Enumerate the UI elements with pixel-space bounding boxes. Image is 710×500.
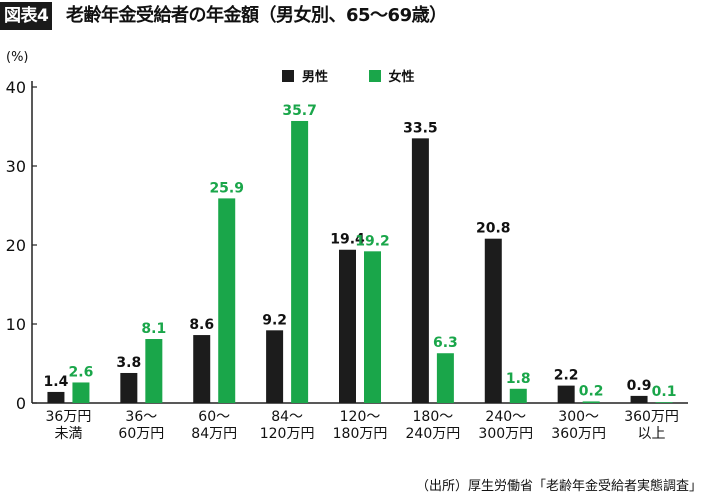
value-label-male: 33.5 <box>403 120 438 136</box>
bar-male <box>557 385 575 403</box>
y-axis-unit: (%) <box>6 50 29 65</box>
legend-item-male: 男性 <box>282 66 328 85</box>
value-label-female: 2.6 <box>69 364 94 380</box>
x-tick-label: 360万円 <box>624 409 679 425</box>
bar-male <box>630 395 648 403</box>
x-tick-label: 36〜 <box>125 409 157 425</box>
y-tick-label: 40 <box>6 78 26 97</box>
value-label-female: 0.2 <box>579 383 604 399</box>
value-label-male: 1.4 <box>44 374 69 390</box>
chart-title: 老齢年金受給者の年金額（男女別、65〜69歳） <box>66 5 447 26</box>
x-tick-label: 240万円 <box>406 426 461 442</box>
legend-label-female: 女性 <box>388 70 415 85</box>
bar-male <box>339 249 356 403</box>
value-label-female: 35.7 <box>282 103 317 119</box>
value-label-male: 20.8 <box>476 221 511 237</box>
x-tick-label: 未満 <box>54 426 82 442</box>
legend-swatch-female <box>368 69 381 82</box>
legend-item-female: 女性 <box>368 66 415 85</box>
bar-female <box>291 120 309 403</box>
y-tick-label: 10 <box>6 315 26 334</box>
value-label-male: 19.4 <box>330 232 365 248</box>
bar-male <box>47 391 65 403</box>
bar-female <box>72 382 90 403</box>
header: 図表4 老齢年金受給者の年金額（男女別、65〜69歳） <box>0 0 710 32</box>
bar-male <box>411 138 429 403</box>
figure-badge: 図表4 <box>0 2 53 30</box>
bar-female <box>145 339 163 403</box>
legend: 男性 女性 <box>282 66 451 86</box>
x-tick-label: 84万円 <box>191 426 237 442</box>
x-tick-label: 120〜 <box>340 409 381 425</box>
value-label-female: 25.9 <box>209 180 244 196</box>
bar-male <box>484 238 502 403</box>
y-tick-label: 0 <box>16 394 26 413</box>
legend-label-male: 男性 <box>302 70 329 85</box>
x-tick-label: 180〜 <box>413 409 454 425</box>
bar-female <box>582 401 600 403</box>
value-label-male: 8.6 <box>189 317 214 333</box>
value-label-male: 9.2 <box>262 312 287 328</box>
x-tick-label: 180万円 <box>333 426 388 442</box>
value-label-female: 8.1 <box>141 321 166 337</box>
x-tick-label: 120万円 <box>260 426 315 442</box>
value-label-female: 6.3 <box>433 335 458 351</box>
x-tick-label: 300万円 <box>478 426 533 442</box>
x-tick-label: 以上 <box>638 426 666 442</box>
bar-female <box>218 198 236 403</box>
value-label-female: 0.1 <box>652 384 677 400</box>
value-label-female: 19.2 <box>355 233 390 249</box>
x-tick-label: 60万円 <box>118 426 164 442</box>
x-tick-label: 360万円 <box>551 426 606 442</box>
bar-female <box>436 353 454 403</box>
source-note: （出所）厚生労働省「老齢年金受給者実態調査」 <box>415 479 702 494</box>
bar-female <box>509 388 527 403</box>
legend-swatch-male <box>282 69 294 82</box>
bar-female <box>364 251 381 403</box>
y-tick-label: 30 <box>6 157 26 176</box>
y-tick-label: 20 <box>6 236 26 255</box>
value-label-female: 1.8 <box>506 371 531 387</box>
x-tick-label: 84〜 <box>271 409 303 425</box>
x-tick-label: 240〜 <box>485 409 526 425</box>
bar-male <box>193 335 211 403</box>
bar-male <box>266 330 284 403</box>
value-label-male: 3.8 <box>116 355 141 371</box>
bar-female <box>655 402 673 403</box>
x-tick-label: 300〜 <box>558 409 599 425</box>
x-tick-label: 36万円 <box>46 409 92 425</box>
x-tick-label: 60〜 <box>198 409 230 425</box>
bar-male <box>120 372 138 403</box>
value-label-male: 0.9 <box>627 378 652 394</box>
value-label-male: 2.2 <box>554 368 579 384</box>
